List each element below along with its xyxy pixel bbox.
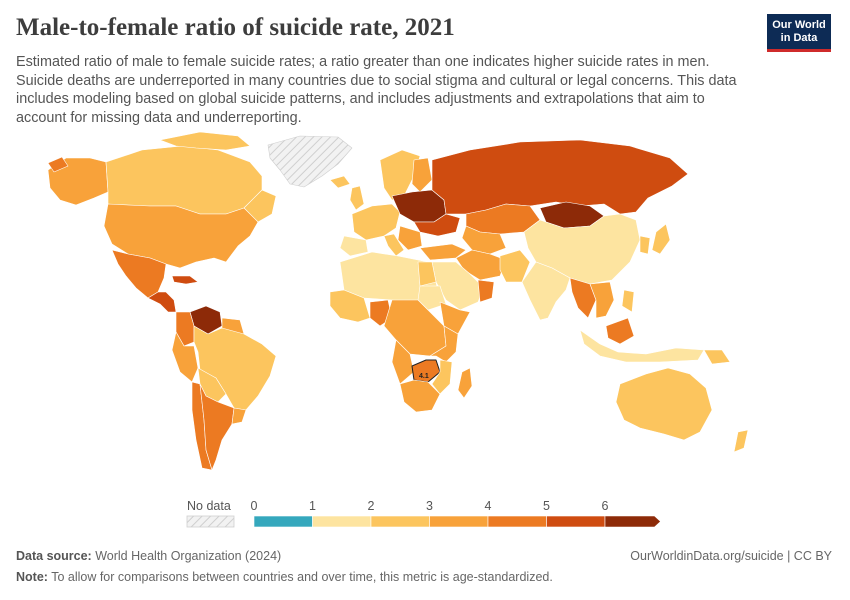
region-alaska[interactable] (47, 157, 109, 206)
region-png[interactable] (703, 349, 731, 365)
region-canada[interactable] (105, 145, 263, 215)
zambia-value-label: 4.1 (419, 373, 429, 380)
legend-tick-6: 6 (602, 499, 609, 513)
legend-bin-4-5[interactable] (487, 515, 547, 528)
region-india[interactable] (521, 261, 571, 321)
region-canada-islands[interactable] (159, 131, 251, 151)
legend-tick-3: 3 (426, 499, 433, 513)
region-oman[interactable] (477, 279, 495, 303)
region-ukraine[interactable] (413, 213, 461, 237)
region-greenland[interactable] (267, 135, 353, 188)
legend-tick-5: 5 (543, 499, 550, 513)
legend-bin-1-2[interactable] (312, 515, 372, 528)
region-australia[interactable] (615, 367, 713, 441)
chart-subtitle: Estimated ratio of male to female suicid… (16, 54, 737, 126)
region-borneo[interactable] (605, 317, 635, 345)
region-japan[interactable] (651, 223, 671, 255)
region-iceland[interactable] (329, 175, 351, 189)
note-label: Note: (16, 570, 48, 584)
legend-tick-1: 1 (309, 499, 316, 513)
region-italy[interactable] (383, 233, 405, 257)
region-angola[interactable] (391, 339, 415, 385)
region-balkans[interactable] (397, 225, 423, 251)
note-text: To allow for comparisons between countri… (51, 570, 553, 584)
legend-bin-2-3[interactable] (370, 515, 430, 528)
region-indochina[interactable] (589, 281, 615, 319)
region-egypt[interactable] (417, 261, 437, 287)
region-turkey[interactable] (419, 243, 467, 261)
region-new-zealand[interactable] (733, 429, 749, 453)
logo-line-2: in Data (780, 32, 818, 44)
region-brazil[interactable] (193, 325, 277, 411)
region-western-europe[interactable] (351, 203, 401, 241)
chart-title: Male-to-female ratio of suicide rate, 20… (16, 14, 455, 41)
world-map[interactable]: 4.1 (0, 130, 850, 480)
region-russia[interactable] (431, 139, 689, 215)
logo-line-1: Our World (772, 19, 826, 31)
region-argentina[interactable] (199, 383, 235, 471)
region-uk[interactable] (349, 185, 365, 211)
source-text[interactable]: World Health Organization (2024) (95, 549, 282, 563)
region-indonesia[interactable] (579, 329, 705, 363)
region-finland[interactable] (411, 157, 433, 193)
region-uruguay[interactable] (231, 407, 247, 425)
legend-no-data-label: No data (187, 499, 231, 513)
footer-note: Note: To allow for comparisons between c… (16, 570, 553, 584)
region-philippines[interactable] (621, 289, 635, 313)
legend-bin-5-6[interactable] (546, 515, 606, 528)
legend-bin-0-1[interactable] (253, 515, 313, 528)
region-iberia[interactable] (339, 235, 369, 257)
region-horn[interactable] (439, 301, 471, 335)
region-east-africa[interactable] (429, 325, 459, 363)
region-sudan[interactable] (417, 285, 447, 311)
footer-url[interactable]: OurWorldinData.org/suicide | CC BY (630, 549, 832, 563)
region-central-africa[interactable] (383, 299, 447, 357)
region-alaska-west[interactable] (47, 156, 69, 173)
legend-bin-6-7[interactable] (604, 515, 662, 528)
region-south-africa[interactable] (399, 379, 441, 413)
region-korea[interactable] (639, 235, 651, 255)
region-central-asia[interactable] (461, 225, 507, 255)
color-legend[interactable]: No data 0 1 2 3 4 5 6 (180, 495, 680, 535)
region-west-africa[interactable] (329, 289, 371, 323)
source-label: Data source: (16, 549, 92, 563)
legend-no-data-swatch (186, 515, 235, 528)
region-madagascar[interactable] (457, 367, 473, 399)
legend-tick-0: 0 (251, 499, 258, 513)
region-peru[interactable] (171, 331, 199, 383)
legend-tick-4: 4 (485, 499, 492, 513)
region-central-america[interactable] (147, 291, 177, 313)
owid-logo[interactable]: Our World in Data (767, 14, 831, 52)
legend-tick-2: 2 (368, 499, 375, 513)
region-scandinavia[interactable] (379, 149, 421, 201)
region-cuba[interactable] (171, 275, 199, 285)
footer-source: Data source: World Health Organization (… (16, 549, 281, 563)
legend-bin-3-4[interactable] (429, 515, 489, 528)
